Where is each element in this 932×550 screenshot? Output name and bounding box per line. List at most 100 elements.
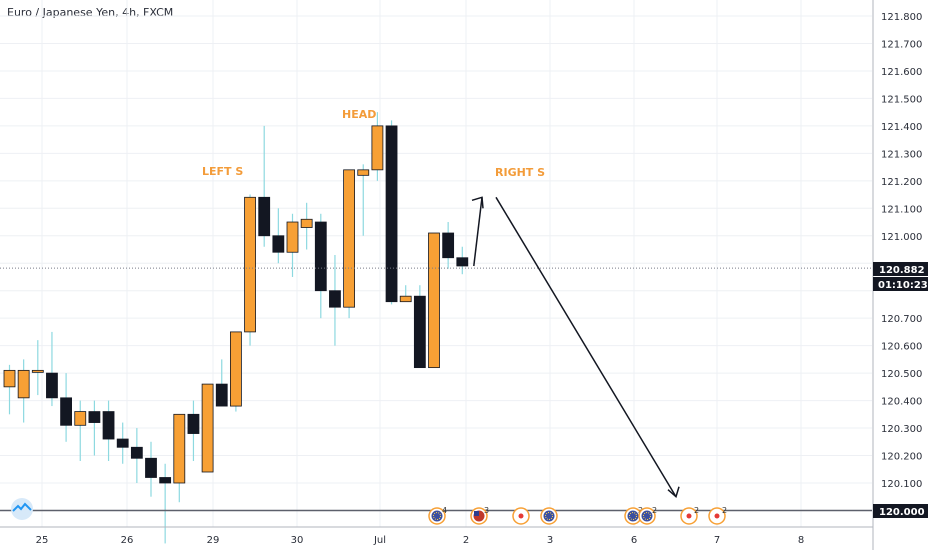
price-tick-label: 121.800: [881, 12, 922, 23]
candle[interactable]: [272, 208, 285, 264]
candle-body: [60, 397, 72, 426]
candle[interactable]: [343, 169, 356, 319]
annotation-left-shoulder: LEFT S: [202, 165, 243, 178]
annotation-head: HEAD: [342, 108, 376, 121]
candle[interactable]: [371, 112, 384, 181]
candle[interactable]: [31, 340, 44, 396]
candle-body: [88, 411, 101, 423]
candle-body: [456, 257, 469, 267]
time-tick-label: 29: [207, 535, 220, 546]
candle-body: [329, 290, 341, 308]
time-tick-label: 7: [714, 535, 720, 546]
price-tick-label: 121.300: [881, 149, 922, 160]
svg-text:01:10:23: 01:10:23: [878, 280, 928, 291]
candle-body: [187, 413, 200, 434]
level-price-tag: 120.000: [873, 504, 928, 518]
candle-body: [145, 457, 157, 478]
candle[interactable]: [314, 213, 327, 319]
projection-down-arrow: [495, 196, 677, 498]
price-tick-label: 121.200: [881, 177, 922, 188]
candle[interactable]: [385, 120, 398, 305]
event-markers: 432222: [428, 506, 727, 525]
price-tick-label: 120.700: [881, 314, 922, 325]
svg-text:3: 3: [484, 506, 489, 515]
last-price-tag: 120.882: [873, 262, 928, 276]
candle[interactable]: [357, 164, 370, 236]
candle[interactable]: [456, 246, 469, 275]
candle[interactable]: [229, 331, 242, 412]
price-tick-label: 121.600: [881, 67, 922, 78]
candle-body: [272, 235, 285, 253]
arrowhead-down: [667, 486, 680, 499]
candle[interactable]: [60, 373, 72, 442]
svg-text:2: 2: [652, 506, 657, 515]
time-tick-label: 25: [36, 535, 49, 546]
svg-text:120.000: 120.000: [879, 507, 925, 518]
candle[interactable]: [329, 254, 341, 346]
candle[interactable]: [399, 285, 412, 303]
price-tick-label: 120.100: [881, 479, 922, 490]
time-tick-label: 2: [463, 535, 469, 546]
candle[interactable]: [428, 232, 440, 369]
eu-flag-icon[interactable]: [540, 507, 558, 525]
candle[interactable]: [116, 422, 129, 464]
candle-body: [159, 477, 172, 484]
candle[interactable]: [74, 400, 87, 462]
price-tick-label: 121.000: [881, 232, 922, 243]
candle[interactable]: [300, 202, 313, 250]
candle[interactable]: [159, 463, 172, 544]
jp-flag-icon[interactable]: 2: [708, 506, 727, 525]
price-tick-label: 121.400: [881, 122, 922, 133]
candle-body: [229, 331, 242, 407]
candle[interactable]: [442, 222, 455, 269]
candles: [3, 112, 469, 544]
time-tick-label: Jul: [373, 535, 386, 546]
svg-text:120.882: 120.882: [879, 265, 925, 276]
countdown-tag: 01:10:23: [873, 277, 928, 291]
candle-body: [357, 169, 370, 176]
candle-body: [314, 221, 327, 292]
candle-body: [413, 295, 426, 369]
time-tick-label: 8: [798, 535, 804, 546]
jp-flag-icon[interactable]: [512, 507, 530, 525]
candle-body: [31, 369, 44, 373]
candle[interactable]: [187, 400, 200, 462]
price-tick-label: 120.500: [881, 369, 922, 380]
candle[interactable]: [145, 441, 157, 497]
us-flag-icon[interactable]: 3: [470, 506, 489, 525]
tradingview-logo[interactable]: [11, 498, 33, 520]
candle[interactable]: [173, 413, 186, 503]
jp-flag-icon[interactable]: 2: [680, 506, 699, 525]
eu-flag-icon[interactable]: 4: [428, 506, 447, 525]
candle[interactable]: [244, 194, 256, 346]
price-tick-label: 120.300: [881, 424, 922, 435]
candle-body: [371, 125, 384, 171]
candle-body: [130, 446, 143, 459]
candle[interactable]: [17, 359, 30, 423]
candle-body: [399, 295, 412, 303]
candle[interactable]: [3, 364, 16, 415]
price-tick-label: 120.600: [881, 342, 922, 353]
candle[interactable]: [102, 400, 115, 462]
time-axis[interactable]: 25 26 29 30 Jul 2 3 6 7 8: [0, 526, 873, 546]
price-tick-label: 121.700: [881, 39, 922, 50]
eu-flag-icon[interactable]: 2: [638, 506, 657, 525]
candle[interactable]: [46, 331, 58, 407]
candle-body: [300, 218, 313, 228]
annotation-right-shoulder: RIGHT S: [495, 166, 545, 179]
candle[interactable]: [258, 125, 271, 247]
candle[interactable]: [413, 285, 426, 369]
candle[interactable]: [215, 359, 228, 407]
candle[interactable]: [286, 213, 299, 277]
price-tick-label: 121.500: [881, 94, 922, 105]
candle[interactable]: [130, 428, 143, 483]
svg-text:2: 2: [722, 506, 727, 515]
projection-up-arrow: [473, 197, 483, 267]
candle[interactable]: [201, 383, 214, 473]
candle[interactable]: [88, 400, 101, 456]
candle-body: [3, 369, 16, 388]
price-tick-label: 120.200: [881, 452, 922, 463]
svg-text:2: 2: [694, 506, 699, 515]
projection-arrows: [471, 196, 680, 499]
